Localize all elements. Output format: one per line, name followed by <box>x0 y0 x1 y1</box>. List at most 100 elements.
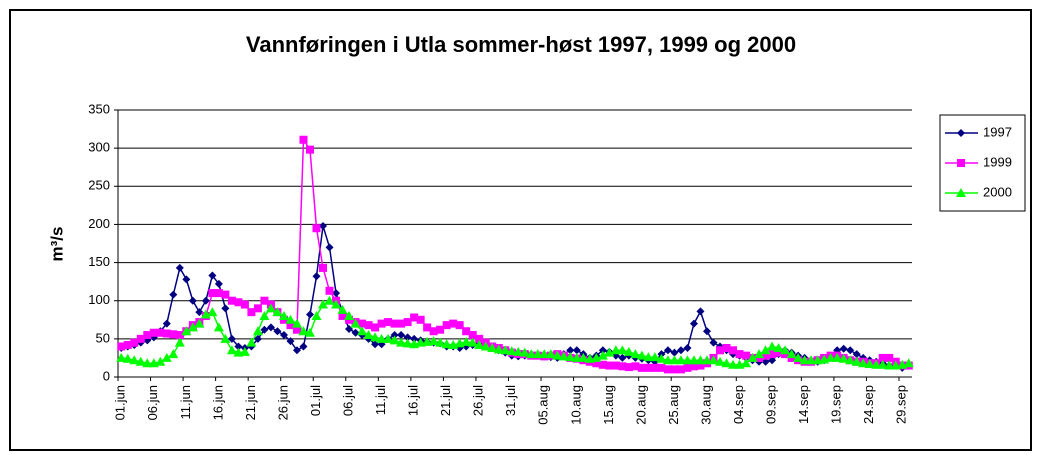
data-point <box>825 352 836 362</box>
data-point <box>799 355 810 365</box>
data-point <box>161 352 172 362</box>
data-point <box>467 337 478 347</box>
x-tick-label: 19.sep <box>829 385 844 424</box>
x-tick-label: 01.jul <box>308 385 323 416</box>
data-point <box>286 321 295 330</box>
x-tick-label: 14.sep <box>796 385 811 424</box>
data-point <box>396 337 407 347</box>
y-tick-label: 350 <box>88 101 110 116</box>
data-point <box>493 344 504 354</box>
data-point <box>227 296 236 305</box>
chart-title: Vannføringen i Utla sommer-høst 1997, 19… <box>246 32 796 57</box>
data-point <box>304 327 315 337</box>
data-point <box>358 319 367 328</box>
data-point <box>558 351 569 361</box>
data-point <box>253 334 262 343</box>
data-point <box>701 355 712 365</box>
data-point <box>663 346 672 355</box>
data-point <box>604 347 615 357</box>
data-point <box>363 330 374 340</box>
data-point <box>403 318 412 327</box>
data-point <box>773 343 784 353</box>
data-point <box>669 355 680 365</box>
legend-label: 1999 <box>983 154 1012 169</box>
x-tick-label: 09.sep <box>764 385 779 424</box>
x-tick-label: 21.jun <box>243 385 258 420</box>
data-point <box>292 325 301 334</box>
data-point <box>786 349 797 359</box>
x-tick-label: 11.jun <box>178 385 193 419</box>
data-point <box>221 304 230 313</box>
x-tick-label: 15.aug <box>601 385 616 425</box>
data-point <box>260 325 269 334</box>
data-point <box>468 331 477 340</box>
data-point <box>598 346 607 355</box>
data-point <box>389 335 400 345</box>
data-point <box>195 308 204 317</box>
data-point <box>506 346 517 356</box>
data-point <box>461 336 472 346</box>
data-point <box>474 339 485 349</box>
x-tick-label: 04.sep <box>731 385 746 424</box>
data-point <box>571 352 582 362</box>
data-point <box>741 358 752 368</box>
data-point <box>299 135 308 144</box>
data-point <box>709 338 718 347</box>
legend-marker <box>957 129 965 137</box>
data-point <box>239 346 250 356</box>
data-point <box>376 333 387 343</box>
data-point <box>623 346 634 356</box>
x-tick-label: 16.jul <box>406 385 421 416</box>
data-point <box>169 330 178 339</box>
data-point <box>265 303 276 313</box>
data-point <box>201 296 210 305</box>
data-point <box>260 296 269 305</box>
data-point <box>324 295 335 305</box>
data-point <box>650 363 659 372</box>
data-point <box>618 362 627 371</box>
data-point <box>130 338 139 347</box>
data-point <box>618 353 627 362</box>
data-point <box>539 349 550 359</box>
data-point <box>683 344 692 353</box>
data-point <box>188 296 197 305</box>
data-point <box>149 328 158 337</box>
data-point <box>715 356 726 366</box>
data-point <box>325 286 334 295</box>
data-point <box>774 348 783 357</box>
data-point <box>200 309 211 319</box>
data-point <box>728 359 739 369</box>
data-point <box>591 352 602 362</box>
data-point <box>565 352 576 362</box>
data-point <box>768 350 777 359</box>
x-tick-label: 26.jul <box>471 385 486 416</box>
data-point <box>291 318 302 328</box>
data-point <box>566 346 575 355</box>
data-point <box>480 341 491 351</box>
data-point <box>689 362 698 371</box>
data-point <box>689 319 698 328</box>
data-point <box>435 337 446 347</box>
x-tick-label: 21.jul <box>438 385 453 416</box>
data-point <box>462 327 471 336</box>
data-point <box>428 336 439 346</box>
data-point <box>858 358 869 368</box>
data-point <box>135 356 146 366</box>
y-tick-label: 0 <box>103 368 110 383</box>
data-point <box>676 365 685 374</box>
data-point <box>884 360 895 370</box>
data-point <box>319 221 328 230</box>
data-point <box>676 346 685 355</box>
data-point <box>337 304 348 314</box>
data-point <box>182 275 191 284</box>
data-point <box>187 322 198 332</box>
data-point <box>364 321 373 330</box>
y-tick-label: 200 <box>88 216 110 231</box>
data-point <box>397 331 406 340</box>
data-point <box>213 322 224 332</box>
data-point <box>441 339 452 349</box>
data-point <box>298 326 309 336</box>
x-tick-label: 31.jul <box>503 385 518 416</box>
data-point <box>168 349 179 359</box>
data-point <box>572 346 581 355</box>
